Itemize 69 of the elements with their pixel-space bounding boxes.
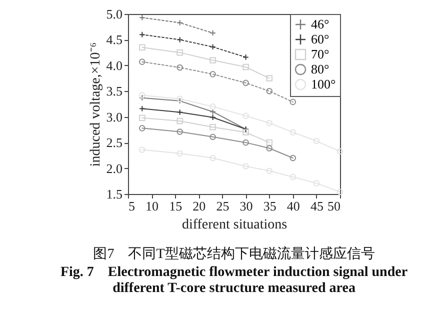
point	[242, 80, 249, 86]
legend-label: 70°	[311, 46, 330, 62]
point	[290, 129, 296, 136]
y-axis-title: induced voltage,×10⁻⁶	[88, 42, 104, 167]
point	[313, 138, 320, 144]
x-tick-label: 30	[240, 198, 253, 214]
point	[138, 114, 146, 122]
y-tick-label: 1.5	[106, 186, 122, 202]
y-tick-label: 3.5	[106, 84, 122, 99]
point	[266, 145, 272, 152]
point	[138, 14, 146, 21]
point	[210, 44, 216, 50]
text: 图7 不同T型磁芯结构下电磁流量计感应信号	[93, 246, 375, 262]
text: Fig. 7 Electromagnetic flowmeter induction signal under different T-core structure measured area	[60, 265, 408, 296]
y-tick-label: 2.0	[106, 160, 122, 176]
y-tick-label: 4.5	[106, 32, 122, 48]
y-tick-label: 5.0	[106, 6, 122, 22]
point	[210, 71, 216, 78]
x-tick-label: 20	[192, 198, 206, 214]
legend-label: 80°	[311, 62, 330, 76]
point	[210, 134, 216, 140]
point	[313, 180, 320, 186]
point	[266, 75, 272, 82]
point	[176, 20, 183, 26]
point	[242, 139, 249, 146]
point	[210, 114, 216, 121]
point	[242, 129, 249, 136]
x-tick-label: 10	[146, 198, 159, 214]
point	[266, 139, 272, 146]
point	[176, 109, 183, 116]
point	[138, 58, 146, 65]
legend-label: 100°	[311, 76, 336, 92]
point	[290, 174, 296, 180]
point	[210, 103, 216, 110]
x-axis-title: different situations	[182, 218, 288, 232]
y-tick-label: 3.0	[106, 109, 122, 124]
point	[290, 98, 296, 106]
point	[210, 154, 216, 162]
point	[176, 36, 183, 43]
point	[176, 96, 183, 102]
point	[242, 112, 249, 119]
point	[176, 150, 183, 157]
point	[210, 57, 216, 64]
x-tick-label: 45	[310, 198, 324, 214]
point	[138, 44, 146, 51]
point	[266, 88, 272, 94]
point	[266, 168, 272, 174]
legend-label: 60°	[311, 32, 330, 46]
point	[138, 31, 146, 38]
point	[266, 120, 272, 126]
point	[176, 128, 183, 135]
legend-label: 46°	[311, 16, 330, 32]
x-tick-label: 25	[216, 198, 230, 214]
x-tick-label: 15	[169, 198, 182, 214]
point	[176, 49, 183, 56]
y-tick-label: 4.0	[106, 58, 122, 73]
x-tick-label: 40	[286, 198, 300, 214]
point	[210, 30, 216, 36]
point	[176, 98, 183, 104]
x-tick-label: 35	[263, 198, 276, 214]
point	[242, 64, 249, 70]
point	[242, 163, 249, 170]
point	[210, 124, 216, 130]
y-tick-label: 2.5	[106, 135, 122, 150]
point	[176, 64, 183, 71]
x-tick-label: 50	[328, 198, 340, 214]
point	[176, 118, 183, 124]
point	[242, 54, 249, 60]
x-tick-label: 5	[128, 198, 135, 214]
